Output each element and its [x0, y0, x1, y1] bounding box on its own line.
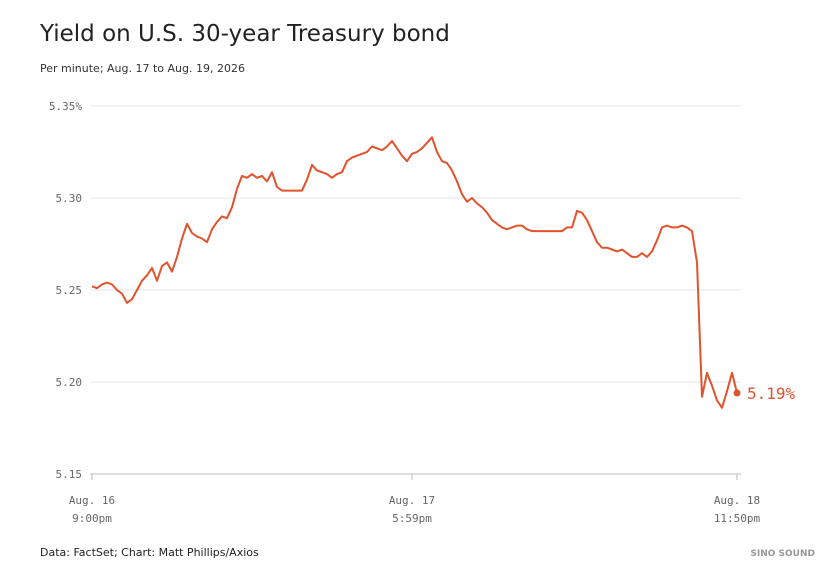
chart-title: Yield on U.S. 30-year Treasury bond [39, 21, 450, 47]
y-tick-label: 5.25 [56, 284, 83, 297]
x-tick-label: Aug. 18 11:50pm [714, 494, 761, 525]
source-note: Data: FactSet; Chart: Matt Phillips/Axio… [40, 546, 259, 559]
chart-subtitle: Per minute; Aug. 17 to Aug. 19, 2026 [40, 62, 245, 75]
line [91, 136, 738, 409]
x-tick-label: Aug. 17 5:59pm [389, 494, 435, 525]
y-tick-label: 5.30 [56, 192, 83, 205]
y-tick-label: 5.20 [56, 376, 83, 389]
value-label: 5.19% [747, 384, 796, 403]
x-tick-label: Aug. 16 9:00pm [69, 494, 115, 525]
y-tick-label: 5.15 [56, 468, 83, 481]
end-point [733, 389, 741, 397]
watermark: SINO SOUND [750, 549, 815, 559]
y-tick-label: 5.35% [49, 100, 82, 113]
